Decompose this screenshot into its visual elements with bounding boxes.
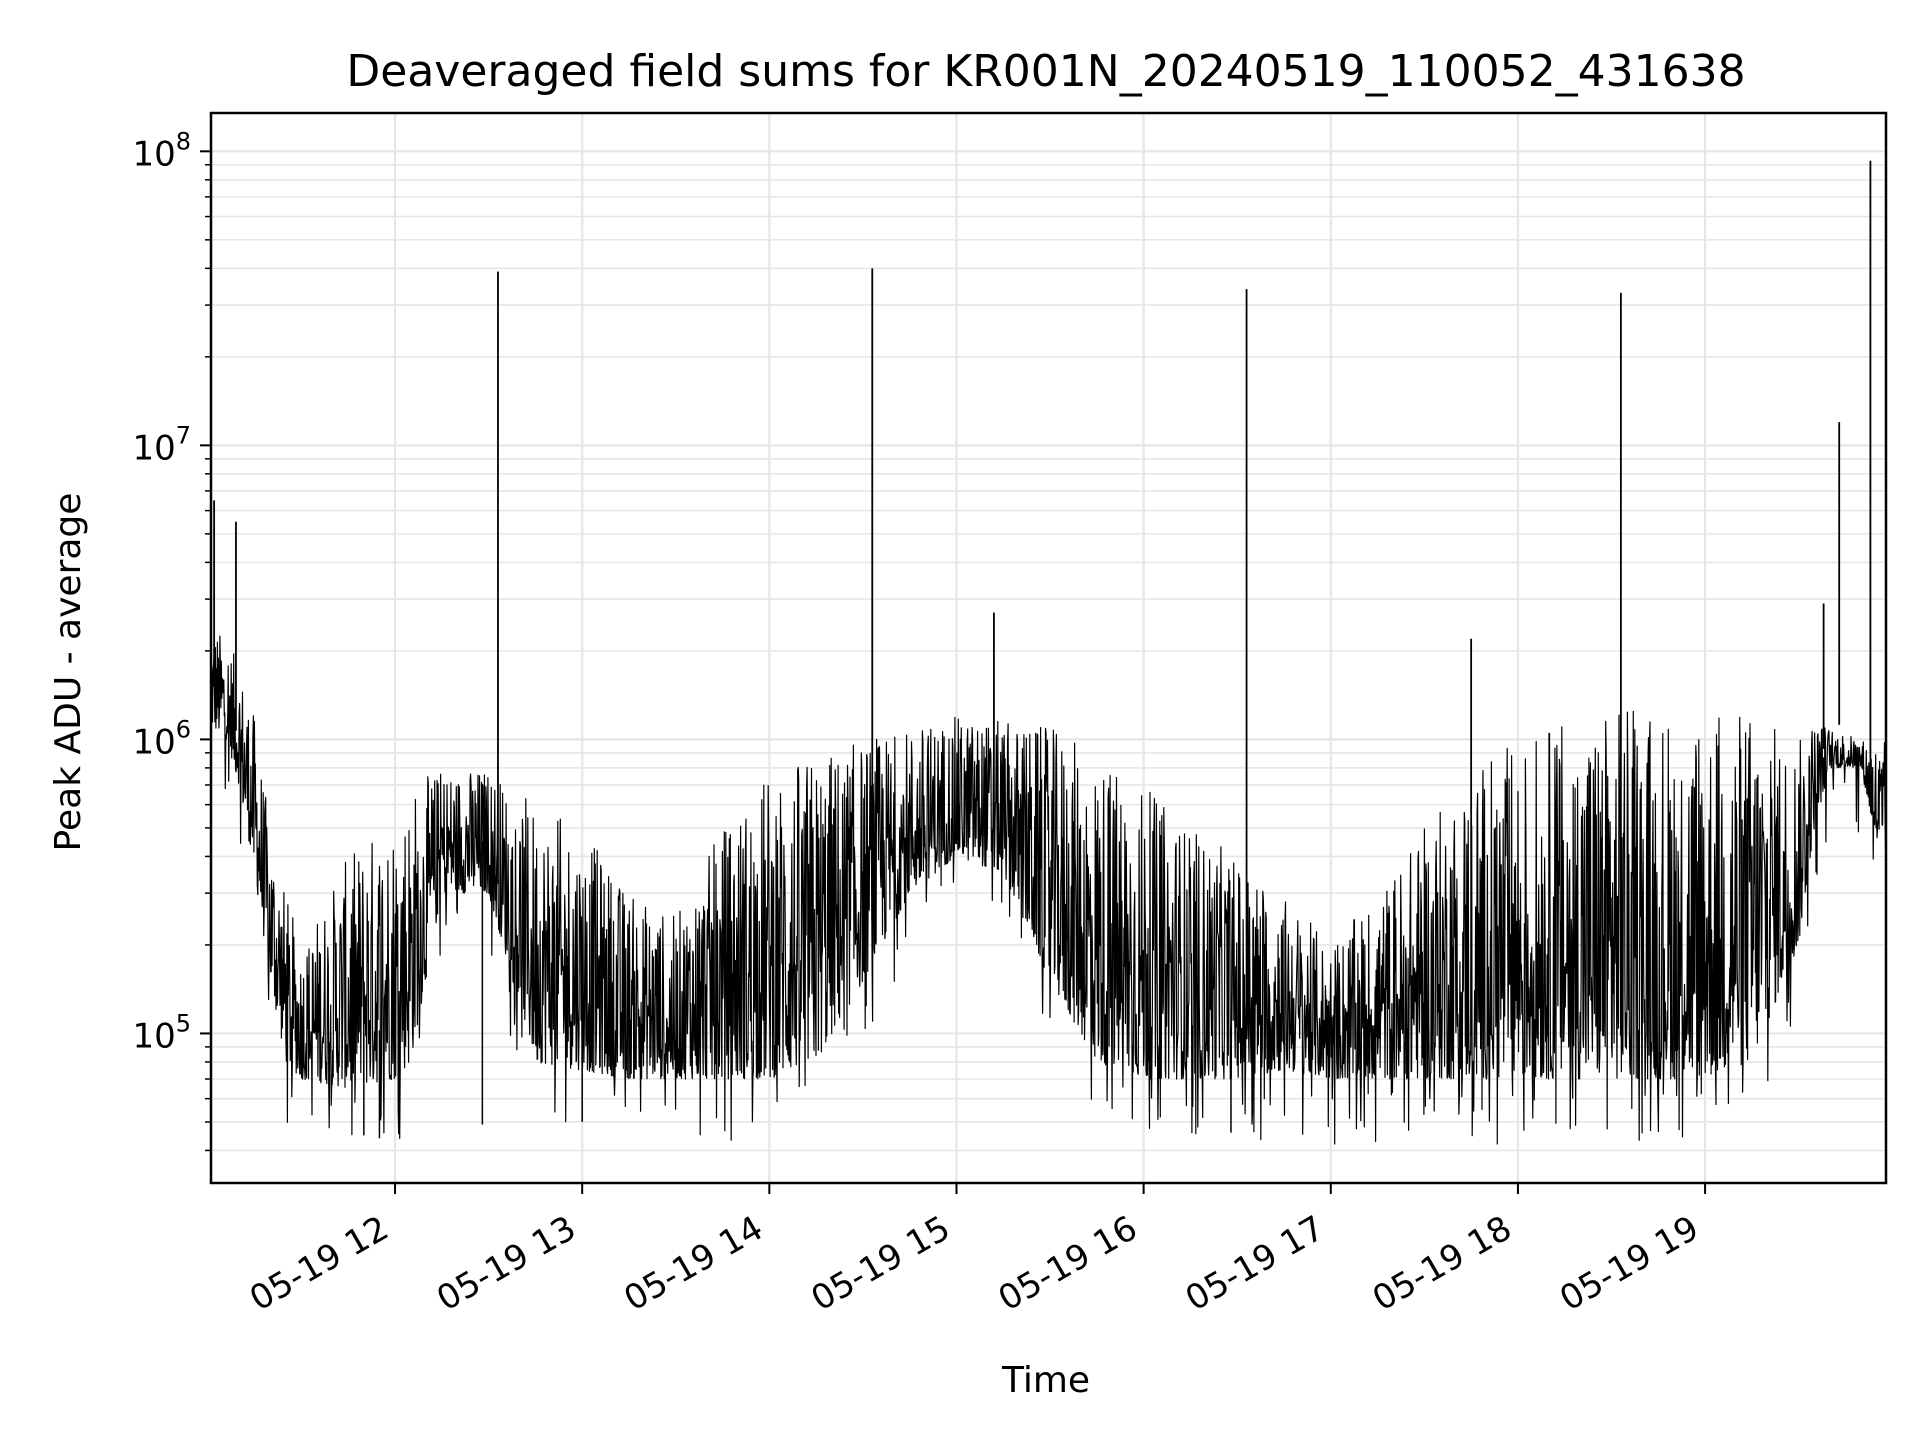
y-tick-exponent: 7 bbox=[176, 421, 191, 449]
y-tick-base: 10 bbox=[132, 722, 175, 762]
chart-title: Deaveraged field sums for KR001N_2024051… bbox=[346, 46, 1745, 97]
y-tick-label: 107 bbox=[132, 421, 191, 468]
y-tick-label: 105 bbox=[132, 1009, 191, 1056]
y-tick-base: 10 bbox=[132, 1016, 175, 1056]
y-tick-base: 10 bbox=[132, 134, 175, 174]
x-axis-label: Time bbox=[1001, 1360, 1090, 1401]
series-layer bbox=[210, 160, 1887, 1145]
y-tick-exponent: 8 bbox=[176, 127, 191, 155]
y-tick-exponent: 5 bbox=[176, 1009, 191, 1037]
series-line bbox=[210, 635, 1887, 1145]
y-tick-exponent: 6 bbox=[176, 715, 191, 743]
plot-area-frame bbox=[209, 111, 1888, 1185]
y-tick-label: 108 bbox=[132, 127, 191, 174]
y-axis-label: Peak ADU - average bbox=[48, 493, 89, 852]
y-tick-label: 106 bbox=[132, 715, 191, 762]
y-tick-base: 10 bbox=[132, 428, 175, 468]
